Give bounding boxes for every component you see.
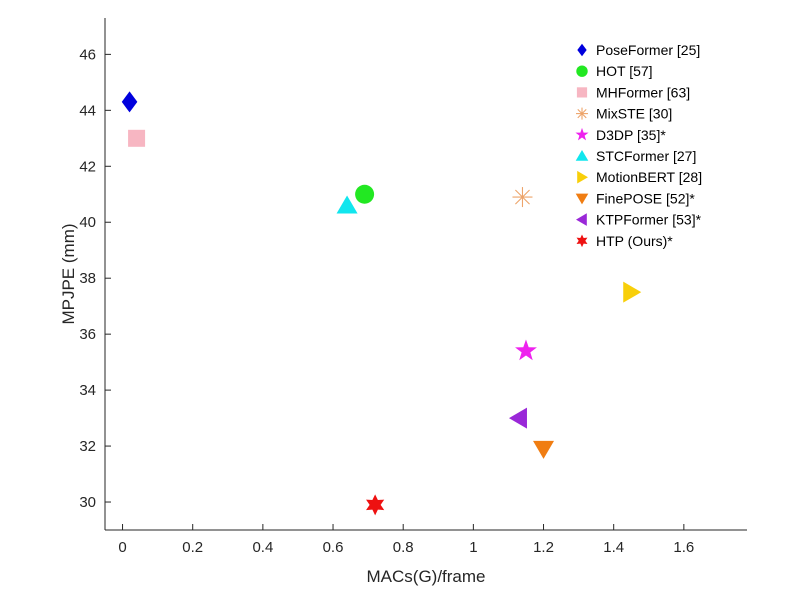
legend-label: FinePOSE [52]*	[596, 190, 695, 206]
y-tick-label: 46	[79, 46, 96, 63]
y-tick-label: 38	[79, 270, 96, 287]
x-axis-title: MACs(G)/frame	[367, 567, 486, 586]
axes: 0 0.2 0.4 0.6 0.8 1 1.2 1.4 1.6 30 32 34 36 38 40 42 44 4…	[79, 18, 747, 556]
legend-label: STCFormer [27]	[596, 148, 696, 164]
legend-marker	[575, 193, 589, 205]
y-tick-label: 34	[79, 382, 96, 399]
data-point	[336, 195, 358, 214]
data-point	[512, 187, 533, 208]
legend-marker	[576, 65, 588, 77]
asterisk-stroke	[515, 189, 530, 205]
legend-marker	[577, 170, 588, 184]
x-tick-label: 0	[118, 539, 126, 556]
y-tick-label: 32	[79, 438, 96, 455]
legend-marker	[576, 213, 587, 226]
legend: PoseFormer [25] HOT [57] MHFormer [63] MixS…	[575, 42, 702, 249]
legend-marker	[576, 234, 588, 248]
data-point	[533, 440, 555, 459]
legend-marker	[575, 127, 589, 141]
data-point	[508, 407, 527, 429]
legend-label: MotionBERT [28]	[596, 169, 702, 185]
data-point	[128, 129, 146, 147]
y-tick-label: 42	[79, 158, 96, 175]
x-tick-label: 1.2	[533, 539, 554, 556]
legend-marker	[575, 150, 589, 161]
legend-label: MHFormer [63]	[596, 84, 690, 100]
data-point	[515, 339, 537, 361]
x-tick-label: 1.6	[673, 539, 694, 556]
data-point	[623, 281, 642, 303]
legend-marker	[576, 87, 588, 98]
legend-label: PoseFormer [25]	[596, 42, 700, 58]
x-tick-label: 0.4	[252, 539, 273, 556]
legend-marker	[577, 43, 587, 57]
x-tick-label: 0.6	[323, 539, 344, 556]
legend-label: HOT [57]	[596, 63, 653, 79]
legend-marker	[576, 107, 588, 120]
asterisk-stroke	[577, 108, 587, 119]
x-tick-label: 1	[469, 539, 477, 556]
legend-label: KTPFormer [53]*	[596, 212, 702, 228]
y-tick-label: 36	[79, 326, 96, 343]
x-tick-label: 0.8	[393, 539, 414, 556]
data-points	[121, 91, 642, 516]
x-tick-label: 0.2	[182, 539, 203, 556]
y-tick-label: 44	[79, 102, 96, 119]
legend-label: MixSTE [30]	[596, 106, 672, 122]
data-point	[355, 184, 375, 204]
legend-label: HTP (Ours)*	[596, 233, 673, 249]
data-point	[121, 91, 138, 113]
data-point	[366, 494, 385, 516]
y-tick-label: 30	[79, 494, 96, 511]
y-tick-label: 40	[79, 214, 96, 231]
y-axis-title: MPJPE (mm)	[59, 223, 78, 324]
x-tick-label: 1.4	[603, 539, 624, 556]
legend-label: D3DP [35]*	[596, 127, 666, 143]
